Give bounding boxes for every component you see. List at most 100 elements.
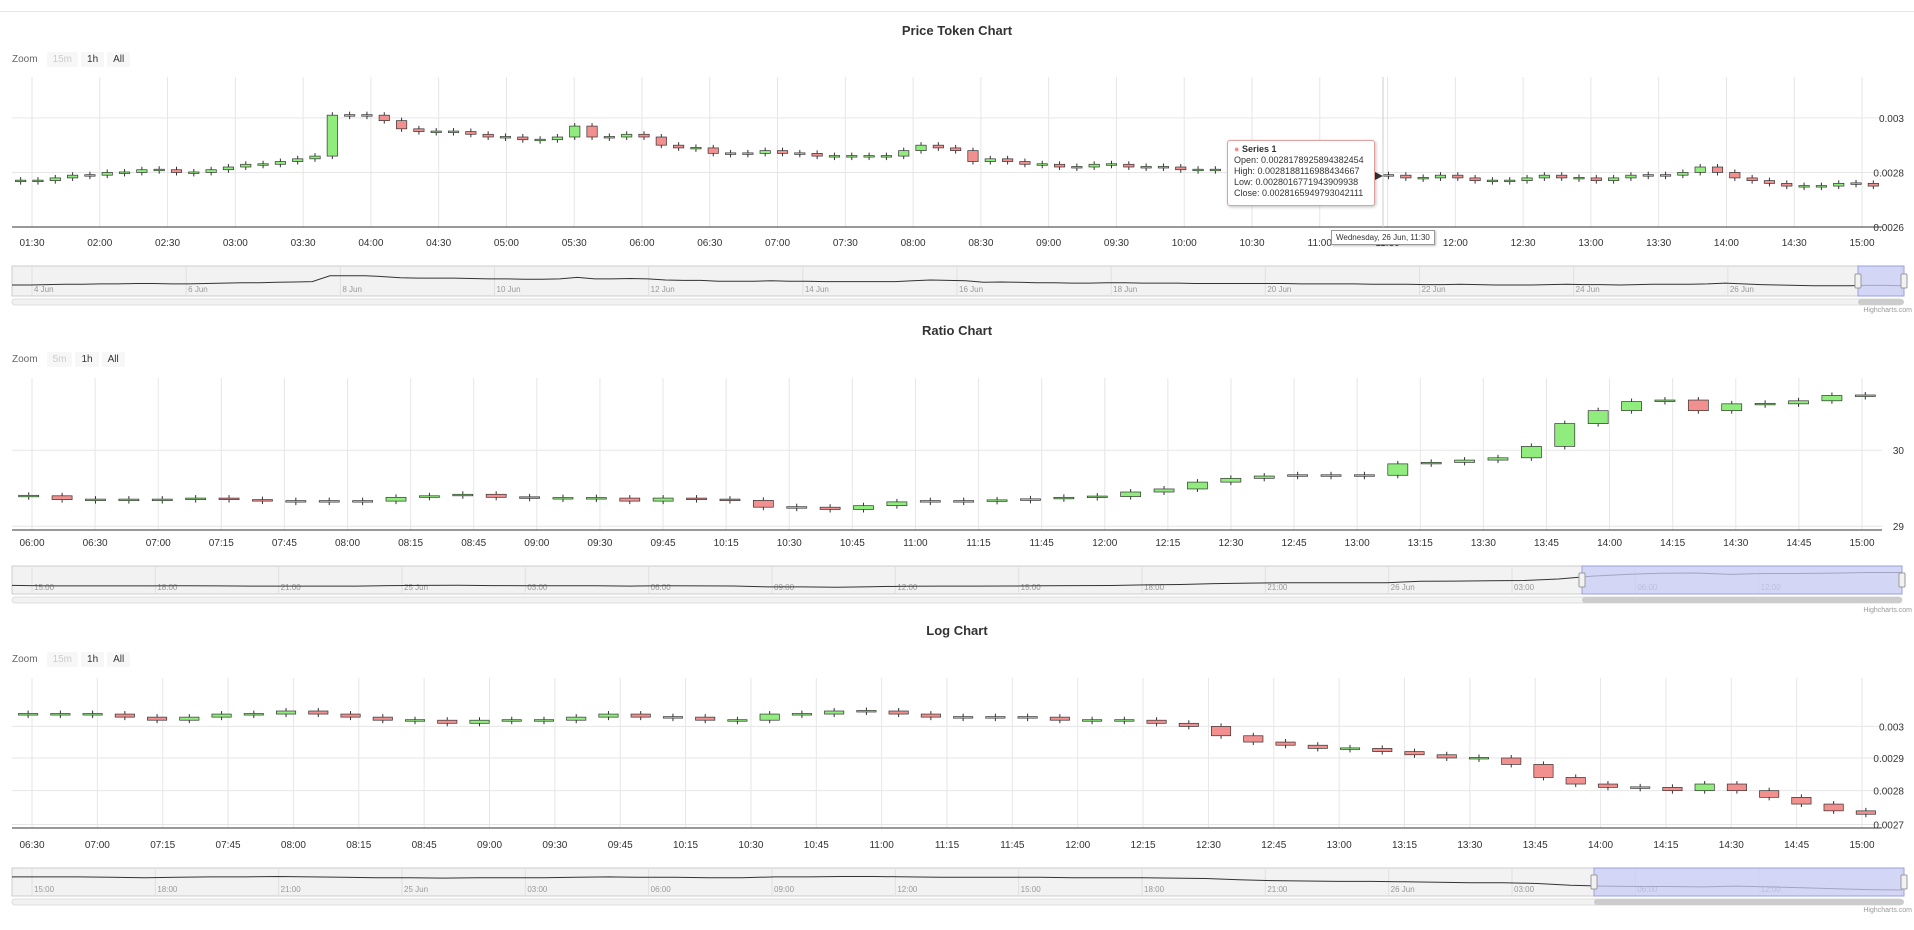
- candle: [759, 150, 771, 154]
- candle: [1538, 174, 1550, 179]
- credits[interactable]: Highcharts.com: [1863, 607, 1912, 614]
- candle: [1120, 491, 1142, 497]
- candle: [1726, 783, 1747, 792]
- x-tick-label: 07:15: [209, 538, 234, 549]
- navigator-tick-label: 12:00: [897, 583, 918, 592]
- zoom-5m-button[interactable]: 5m: [46, 352, 73, 367]
- navigator-tick-label: 22 Jun: [1422, 285, 1446, 294]
- x-tick-label: 14:30: [1782, 238, 1807, 249]
- candle: [372, 716, 393, 721]
- price-token-chart[interactable]: 01:30 02:00 02:30 03:00 03:30 04:00 04:30 05:00…: [0, 0, 1914, 318]
- candle: [846, 155, 858, 158]
- navigator-handle-left: [1590, 874, 1598, 890]
- navigator-handle-left: [1854, 273, 1862, 289]
- candle: [742, 152, 754, 155]
- ratio-chart[interactable]: 06:00 06:30 07:00 07:15 07:45 08:00 08:15 08:45…: [0, 318, 1914, 618]
- candle: [953, 716, 974, 719]
- credits[interactable]: Highcharts.com: [1863, 907, 1912, 914]
- zoom-1h-button[interactable]: 1h: [81, 652, 105, 667]
- candle: [863, 155, 875, 158]
- candle: [1400, 174, 1412, 179]
- candle: [361, 114, 373, 117]
- candle: [915, 144, 927, 151]
- candle: [630, 713, 651, 718]
- candle: [1287, 474, 1308, 477]
- credits[interactable]: Highcharts.com: [1863, 307, 1912, 314]
- candle: [50, 713, 71, 716]
- x-tick-label: 13:45: [1523, 840, 1548, 851]
- candle: [776, 150, 789, 154]
- candle: [18, 713, 39, 716]
- candle: [1729, 172, 1741, 179]
- candle: [51, 495, 73, 500]
- candle: [819, 506, 841, 510]
- candle: [566, 716, 587, 721]
- candle: [114, 713, 135, 718]
- candle: [1554, 423, 1576, 447]
- log-chart[interactable]: 06:30 07:00 07:15 07:45 08:00 08:15 08:45 09:00…: [0, 618, 1914, 930]
- zoom-15m-button[interactable]: 15m: [46, 652, 79, 667]
- candle: [673, 144, 685, 149]
- zoom-all-button[interactable]: All: [107, 52, 131, 67]
- x-tick-label: 01:30: [19, 238, 44, 249]
- navigator-tick-label: 18:00: [157, 885, 178, 894]
- candle: [153, 168, 165, 172]
- y-tick-label: 0.003: [1879, 722, 1904, 733]
- tooltip-series: Series 1: [1241, 144, 1277, 154]
- candle: [725, 152, 737, 155]
- candle: [1054, 163, 1066, 168]
- x-tick-label: 09:30: [587, 538, 612, 549]
- candle: [1387, 463, 1409, 476]
- candle: [396, 120, 408, 130]
- candle: [218, 497, 240, 500]
- x-tick-label: 08:00: [335, 538, 360, 549]
- x-tick-label: 10:45: [840, 538, 865, 549]
- candle: [707, 147, 719, 154]
- candle: [1654, 399, 1676, 402]
- scrollbar-track: [11, 298, 1903, 306]
- navigator-tick-label: 4 Jun: [34, 285, 54, 294]
- tooltip: ● Series 1 Open: 0.0028178925894382454 H…: [1227, 140, 1375, 206]
- candle: [856, 710, 877, 713]
- candle: [1175, 166, 1187, 171]
- navigator-tick-label: 18:00: [157, 583, 178, 592]
- zoom-1h-button[interactable]: 1h: [81, 52, 105, 67]
- candle: [1468, 757, 1490, 760]
- zoom-all-button[interactable]: All: [101, 352, 125, 367]
- x-tick-label: 14:45: [1786, 538, 1811, 549]
- zoom-15m-button[interactable]: 15m: [46, 52, 79, 67]
- candle: [1621, 401, 1642, 412]
- candle: [1017, 716, 1038, 719]
- navigator-tick-label: 15:00: [34, 583, 55, 592]
- scrollbar-thumb: [1858, 299, 1904, 305]
- candle: [695, 716, 716, 721]
- zoom-all-button[interactable]: All: [107, 652, 131, 667]
- candle: [1781, 183, 1793, 187]
- candle: [1404, 751, 1425, 756]
- candle: [953, 500, 975, 503]
- x-tick-label: 11:45: [1030, 538, 1055, 549]
- candle: [452, 493, 474, 497]
- x-tick-label: 06:30: [83, 538, 108, 549]
- zoom-1h-button[interactable]: 1h: [75, 352, 99, 367]
- candle: [1105, 163, 1118, 166]
- zoom-label: Zoom: [12, 654, 38, 665]
- tooltip-low: Low: 0.0028016771943909938: [1234, 177, 1359, 187]
- candle: [352, 500, 373, 503]
- candle: [986, 499, 1008, 502]
- candle: [119, 171, 131, 174]
- x-tick-label: 12:45: [1282, 538, 1307, 549]
- candle: [419, 495, 440, 498]
- candle: [1071, 166, 1083, 169]
- zoom-controls: Zoom 15m 1h All: [12, 652, 131, 667]
- x-tick-label: 13:30: [1457, 840, 1482, 851]
- candle: [727, 719, 748, 722]
- candle: [1791, 796, 1812, 805]
- candle: [794, 152, 806, 155]
- candle: [211, 713, 232, 718]
- x-tick-label: 15:00: [1849, 538, 1874, 549]
- x-tick-label: 12:30: [1511, 238, 1536, 249]
- x-tick-label: 09:30: [1104, 238, 1129, 249]
- x-tick-label: 15:00: [1849, 840, 1874, 851]
- candle: [1630, 786, 1651, 789]
